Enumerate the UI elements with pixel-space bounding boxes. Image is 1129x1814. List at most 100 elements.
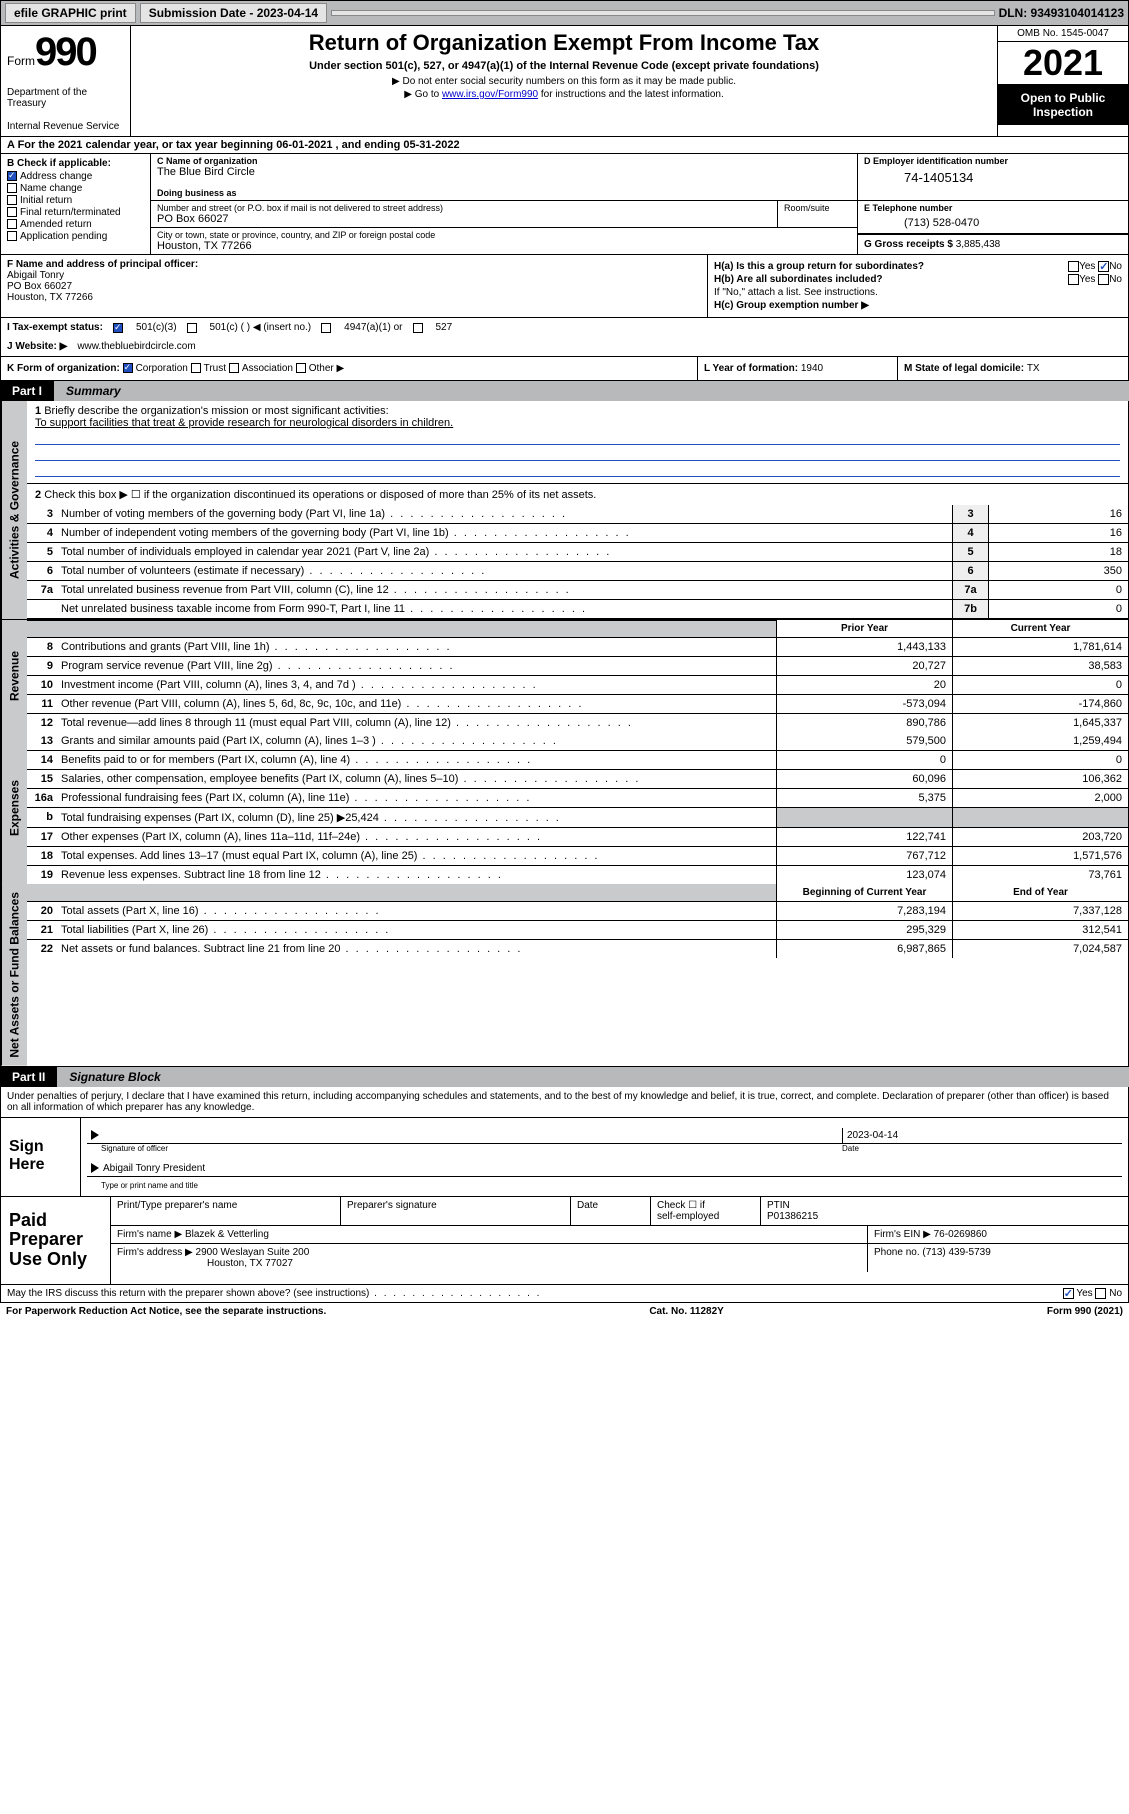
chk-association[interactable] <box>229 363 239 373</box>
sign-here-label: Sign Here <box>1 1118 81 1196</box>
sig-name-cell: Abigail Tonry President <box>87 1161 1122 1176</box>
chk-final-return[interactable]: Final return/terminated <box>7 207 144 218</box>
summary-line: 19Revenue less expenses. Subtract line 1… <box>27 866 1128 884</box>
row-klm: K Form of organization: Corporation Trus… <box>0 357 1129 381</box>
q1-label: Briefly describe the organization's miss… <box>44 405 388 417</box>
footer-right: Form 990 (2021) <box>1047 1306 1123 1317</box>
street-address-cell: Number and street (or P.O. box if mail i… <box>151 201 778 227</box>
efile-topbar: efile GRAPHIC print Submission Date - 20… <box>0 0 1129 26</box>
opt-trust: Trust <box>204 363 226 374</box>
city-value: Houston, TX 77266 <box>157 240 851 252</box>
opt-corp: Corporation <box>136 363 188 374</box>
chk-initial-return[interactable]: Initial return <box>7 195 144 206</box>
vtab-governance: Activities & Governance <box>1 401 27 619</box>
col-b-header: B Check if applicable: <box>7 158 144 169</box>
chk-4947[interactable] <box>321 323 331 333</box>
street-label: Number and street (or P.O. box if mail i… <box>157 203 771 213</box>
summary-line: 4Number of independent voting members of… <box>27 524 1128 543</box>
section-netassets: Net Assets or Fund Balances Beginning of… <box>0 884 1129 1067</box>
street-value: PO Box 66027 <box>157 213 771 225</box>
form-title-block: Return of Organization Exempt From Incom… <box>131 26 998 136</box>
chk-501c3[interactable] <box>113 323 123 333</box>
chk-amended-return[interactable]: Amended return <box>7 219 144 230</box>
tax-status-label: I Tax-exempt status: <box>7 322 103 333</box>
chk-527[interactable] <box>413 323 423 333</box>
footer-mid: Cat. No. 11282Y <box>649 1306 723 1317</box>
discuss-yes[interactable] <box>1063 1288 1074 1299</box>
part2-header: Part II Signature Block <box>0 1067 1129 1087</box>
summary-line: bTotal fundraising expenses (Part IX, co… <box>27 808 1128 828</box>
part1-header: Part I Summary <box>0 381 1129 401</box>
summary-line: 18Total expenses. Add lines 13–17 (must … <box>27 847 1128 866</box>
hb-line: H(b) Are all subordinates included? Yes … <box>714 274 1122 285</box>
chk-501c[interactable] <box>187 323 197 333</box>
sig-date-cell: 2023-04-14 <box>842 1128 1122 1143</box>
row-i-tax-status: I Tax-exempt status: 501(c)(3) 501(c) ( … <box>0 318 1129 337</box>
summary-line: 7aTotal unrelated business revenue from … <box>27 581 1128 600</box>
col-d-ein: D Employer identification number 74-1405… <box>858 154 1128 201</box>
hdr-end: End of Year <box>952 884 1128 901</box>
opt-other: Other ▶ <box>309 363 344 374</box>
part2-num: Part II <box>0 1067 57 1087</box>
summary-line: 13Grants and similar amounts paid (Part … <box>27 732 1128 751</box>
prep-date-hdr: Date <box>571 1197 651 1225</box>
opt-501c: 501(c) ( ) ◀ (insert no.) <box>210 322 312 333</box>
phone-value: (713) 528-0470 <box>864 213 1122 231</box>
efile-graphic-btn[interactable]: efile GRAPHIC print <box>5 3 136 23</box>
org-name-cell: C Name of organization The Blue Bird Cir… <box>151 154 858 201</box>
city-cell: City or town, state or province, country… <box>151 228 858 254</box>
form-number: 990 <box>35 30 96 75</box>
sig-officer-cell <box>87 1128 842 1143</box>
irs-link[interactable]: www.irs.gov/Form990 <box>442 89 538 100</box>
summary-line: 16aProfessional fundraising fees (Part I… <box>27 789 1128 808</box>
revenue-col-hdr: Prior Year Current Year <box>27 620 1128 638</box>
sig-officer-sublabel: Signature of officer <box>87 1144 842 1153</box>
org-name-value: The Blue Bird Circle <box>157 166 851 178</box>
prep-firm-phone: Phone no. (713) 439-5739 <box>868 1244 1128 1272</box>
hc-line: H(c) Group exemption number ▶ <box>714 300 1122 311</box>
officer-label: F Name and address of principal officer: <box>7 259 198 270</box>
mission-block: 1 Briefly describe the organization's mi… <box>27 401 1128 484</box>
open-public-badge: Open to Public Inspection <box>998 85 1128 125</box>
form-year-block: OMB No. 1545-0047 2021 Open to Public In… <box>998 26 1128 136</box>
summary-line: 15Salaries, other compensation, employee… <box>27 770 1128 789</box>
chk-name-change[interactable]: Name change <box>7 183 144 194</box>
submission-date-btn[interactable]: Submission Date - 2023-04-14 <box>140 3 327 23</box>
row-f-officer: F Name and address of principal officer:… <box>1 255 708 317</box>
chk-corporation[interactable] <box>123 363 133 373</box>
row-j-website: J Website: ▶ www.thebluebirdcircle.com <box>0 337 1129 357</box>
chk-address-change[interactable]: Address change <box>7 171 144 182</box>
discuss-no[interactable] <box>1095 1288 1106 1299</box>
room-suite-cell: Room/suite <box>778 201 858 227</box>
prep-name-hdr: Print/Type preparer's name <box>111 1197 341 1225</box>
summary-line: 10Investment income (Part VIII, column (… <box>27 676 1128 695</box>
hb-note: If "No," attach a list. See instructions… <box>714 287 1122 298</box>
dept-treasury: Department of the Treasury <box>7 87 124 109</box>
summary-line: 3Number of voting members of the governi… <box>27 505 1128 524</box>
netassets-col-hdr: Beginning of Current Year End of Year <box>27 884 1128 902</box>
note2-pre: ▶ Go to <box>404 89 442 100</box>
row-f-h: F Name and address of principal officer:… <box>0 255 1129 318</box>
opt-527: 527 <box>436 322 453 333</box>
dln-label: DLN: 93493104014123 <box>999 6 1124 20</box>
chk-other[interactable] <box>296 363 306 373</box>
officer-addr2: Houston, TX 77266 <box>7 292 93 303</box>
summary-line: Net unrelated business taxable income fr… <box>27 600 1128 619</box>
summary-line: 17Other expenses (Part IX, column (A), l… <box>27 828 1128 847</box>
officer-addr1: PO Box 66027 <box>7 281 72 292</box>
chk-application-pending[interactable]: Application pending <box>7 231 144 242</box>
prep-firm-ein: Firm's EIN ▶ 76-0269860 <box>868 1226 1128 1243</box>
irs-discuss-q: May the IRS discuss this return with the… <box>7 1288 1063 1299</box>
form-subtitle: Under section 501(c), 527, or 4947(a)(1)… <box>139 60 989 72</box>
chk-trust[interactable] <box>191 363 201 373</box>
prep-selfemp-hdr: Check ☐ ifself-employed <box>651 1197 761 1225</box>
prep-ptin-hdr: PTINP01386215 <box>761 1197 1128 1225</box>
form-id-block: Form 990 Department of the Treasury Inte… <box>1 26 131 136</box>
summary-line: 12Total revenue—add lines 8 through 11 (… <box>27 714 1128 732</box>
omb-number: OMB No. 1545-0047 <box>998 26 1128 42</box>
opt-assoc: Association <box>242 363 293 374</box>
summary-line: 20Total assets (Part X, line 16)7,283,19… <box>27 902 1128 921</box>
row-l-year: L Year of formation: 1940 <box>698 357 898 380</box>
form-org-label: K Form of organization: <box>7 363 120 374</box>
summary-line: 21Total liabilities (Part X, line 26)295… <box>27 921 1128 940</box>
